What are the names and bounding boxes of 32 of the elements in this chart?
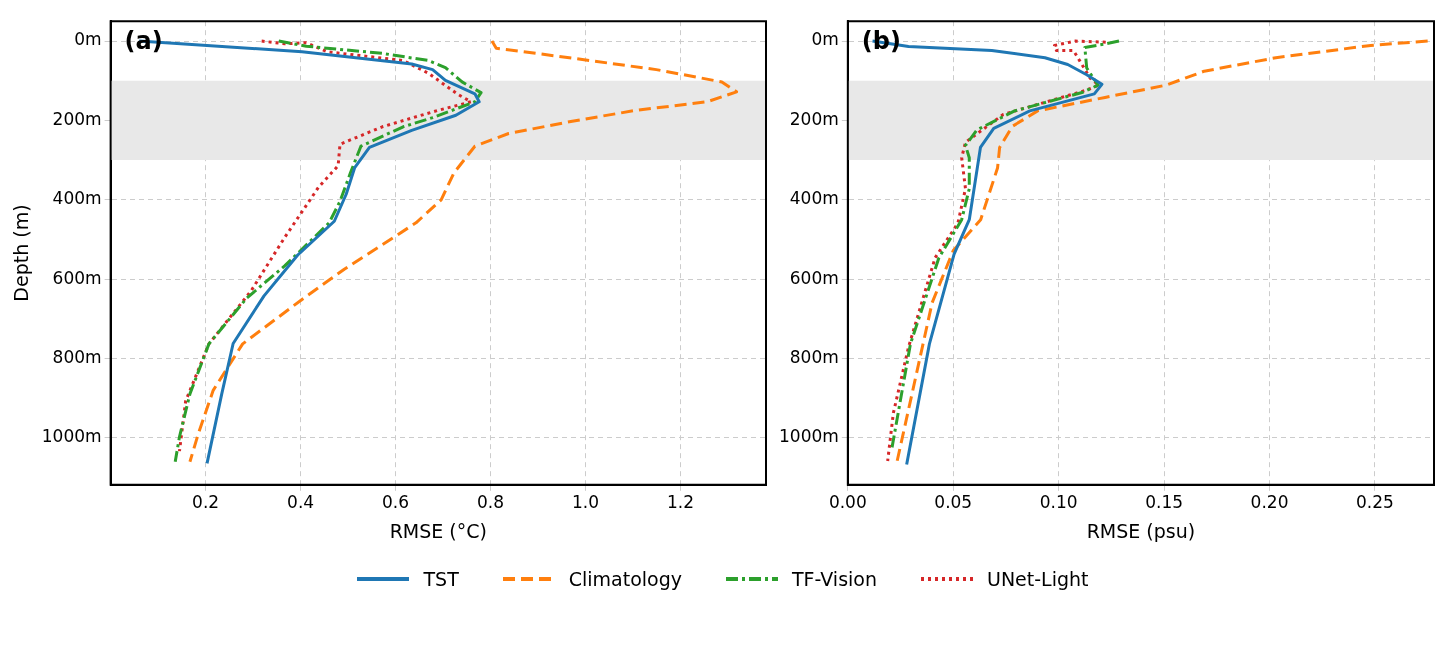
y-tick-label: 600m [52,267,102,288]
x-tick-label: 1.2 [666,492,695,513]
y-tick-label: 0m [74,29,102,50]
y-tick-label: 1000m [779,426,839,447]
x-tick-label: 0.2 [192,492,220,513]
legend-label: Climatology [568,568,683,590]
x-axis-title: RMSE (psu) [1086,519,1196,542]
y-tick-label: 200m [52,108,102,129]
y-tick-label: 800m [789,347,839,367]
line-series [188,39,739,464]
legend-label: UNet-Light [987,568,1089,590]
x-tick-label: 1.0 [572,492,600,513]
x-tick-label: 0.25 [1356,492,1394,513]
legend-label: TF-Vision [792,568,877,590]
y-tick-label: 400m [52,188,102,209]
x-tick-label: 0.8 [477,492,505,513]
x-axis-title: RMSE (°C) [389,519,487,542]
x-tick-label: 0.15 [1145,492,1184,513]
x-tick-label: 0.4 [287,492,315,513]
y-tick-label: 800m [52,347,102,367]
y-tick-label: 200m [789,108,839,129]
x-tick-label: 0.05 [934,492,973,513]
legend-label: TST [423,568,459,590]
x-tick-label: 0.00 [828,492,867,513]
x-tick-label: 0.6 [382,492,410,513]
y-tick-label: 400m [789,188,839,209]
x-tick-label: 0.20 [1250,492,1289,513]
x-tick-label: 0.10 [1039,492,1078,513]
y-axis-title: Depth (m) [10,204,33,302]
y-tick-label: 0m [811,29,839,50]
y-tick-label: 600m [789,267,839,288]
y-tick-label: 1000m [41,426,102,447]
